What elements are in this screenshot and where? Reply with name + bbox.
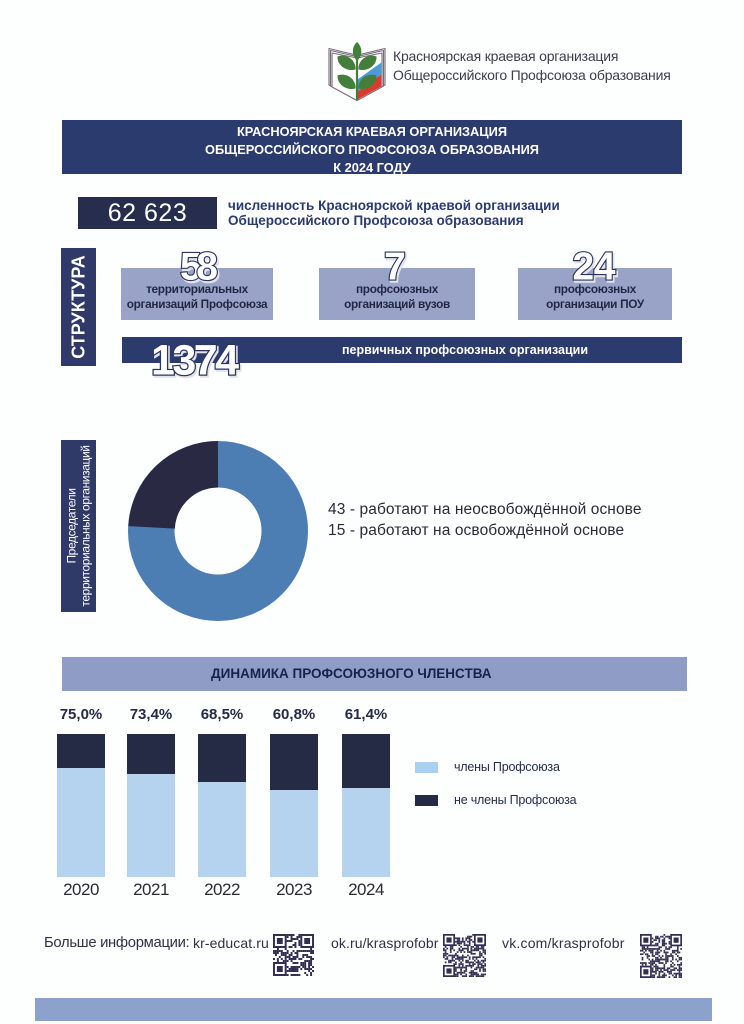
svg-text:7: 7: [384, 246, 406, 289]
svg-text:24: 24: [573, 246, 616, 289]
svg-text:1374: 1374: [151, 337, 239, 385]
svg-text:7: 7: [386, 248, 408, 291]
svg-text:1374: 1374: [153, 339, 241, 387]
svg-text:58: 58: [180, 246, 218, 289]
svg-text:58: 58: [182, 248, 220, 291]
svg-text:24: 24: [574, 248, 617, 291]
